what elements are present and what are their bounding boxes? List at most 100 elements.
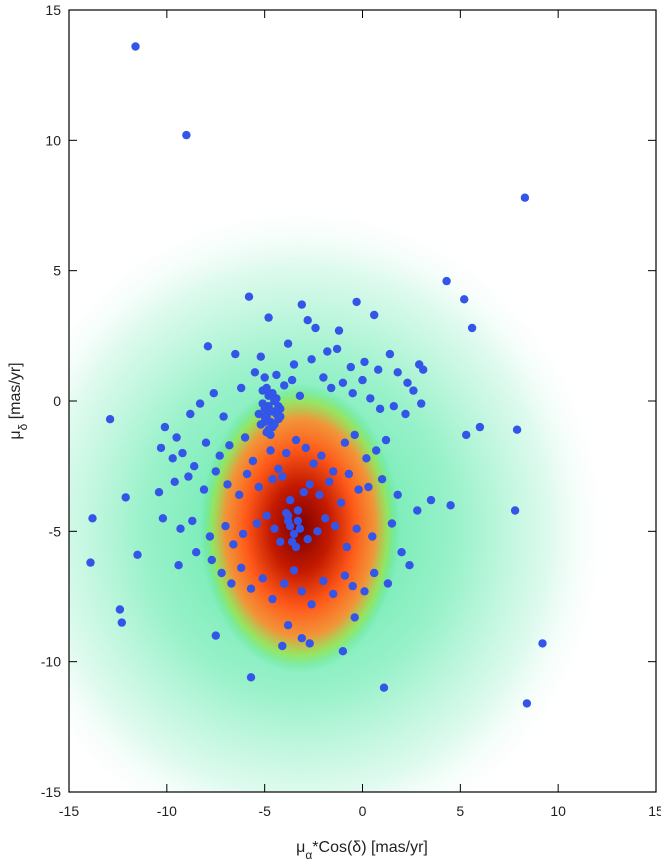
data-point (340, 438, 350, 447)
data-point (397, 548, 406, 557)
data-point (266, 446, 275, 455)
data-point (323, 347, 332, 356)
data-point (325, 477, 334, 486)
data-point (360, 357, 369, 367)
data-point (338, 647, 348, 656)
data-point (329, 467, 338, 476)
data-point (262, 383, 271, 393)
data-point (348, 389, 357, 398)
data-point (315, 490, 324, 499)
data-point (460, 295, 469, 304)
data-point (238, 529, 248, 539)
data-point (270, 420, 279, 429)
data-point (121, 493, 130, 502)
x-tick-label: 5 (456, 803, 464, 819)
data-point (334, 326, 344, 335)
data-point (462, 430, 471, 440)
data-point (307, 600, 316, 609)
data-point (235, 490, 244, 499)
data-point (293, 506, 303, 515)
data-point (303, 316, 312, 325)
data-point (242, 469, 252, 479)
data-point (348, 581, 357, 591)
y-tick-label: 15 (45, 2, 61, 18)
data-point (362, 454, 371, 463)
data-point (291, 435, 301, 445)
data-point (287, 375, 297, 385)
data-point (327, 383, 336, 393)
data-point (184, 472, 193, 481)
data-point (268, 389, 277, 398)
data-point (299, 488, 308, 497)
data-point (389, 402, 398, 411)
x-tick-label: 15 (648, 803, 661, 819)
data-point (538, 639, 547, 648)
data-point (176, 524, 185, 533)
data-point (342, 542, 351, 552)
data-point (370, 310, 379, 320)
data-point (354, 485, 363, 494)
data-point (186, 409, 195, 419)
data-point (330, 521, 340, 531)
data-point (268, 594, 277, 604)
data-point (379, 683, 389, 692)
x-tick-label: 10 (550, 803, 566, 819)
data-point (352, 524, 361, 533)
data-point (321, 514, 330, 523)
data-point (209, 389, 218, 398)
data-point (289, 360, 299, 369)
y-tick-label: 0 (53, 393, 61, 409)
data-point (240, 433, 250, 442)
data-points (86, 42, 547, 708)
data-point (272, 370, 281, 380)
data-point (305, 480, 314, 489)
data-point (276, 537, 285, 546)
data-point (385, 349, 395, 359)
x-tick-label: -5 (258, 803, 271, 819)
data-point (276, 412, 285, 421)
data-point (274, 464, 283, 473)
data-point (283, 339, 293, 348)
data-point (319, 576, 328, 586)
data-point (282, 448, 291, 458)
data-point (160, 422, 170, 432)
data-point (266, 430, 275, 440)
data-point (403, 378, 412, 387)
data-point (258, 399, 267, 408)
data-point (231, 349, 240, 359)
data-point (293, 516, 303, 526)
data-point (246, 584, 256, 593)
data-point (237, 563, 246, 572)
data-point (207, 555, 216, 565)
data-point (170, 477, 179, 486)
data-point (190, 462, 199, 471)
data-point (182, 130, 191, 140)
data-point (280, 381, 289, 390)
data-point (203, 342, 213, 351)
data-point (280, 579, 289, 588)
data-point (289, 529, 299, 539)
data-point (237, 383, 246, 393)
data-point (393, 490, 402, 499)
data-point (211, 467, 220, 476)
data-point (295, 391, 305, 400)
data-point (131, 42, 140, 51)
data-point (409, 386, 418, 395)
data-point (258, 574, 267, 583)
data-point (417, 399, 426, 408)
data-point (297, 300, 306, 309)
data-point (172, 433, 181, 442)
y-tick-label: -10 (41, 654, 61, 670)
data-point (350, 430, 359, 440)
data-point (307, 355, 316, 364)
data-point (419, 365, 428, 374)
y-axis: -15 -10 -5 0 5 10 15 (41, 2, 656, 800)
data-point (117, 618, 127, 627)
data-point (158, 514, 168, 523)
data-point (105, 415, 115, 424)
data-point (254, 482, 263, 492)
data-point (229, 540, 238, 549)
data-point (270, 396, 279, 406)
x-tick-label: -10 (157, 803, 177, 819)
data-point (401, 409, 410, 419)
